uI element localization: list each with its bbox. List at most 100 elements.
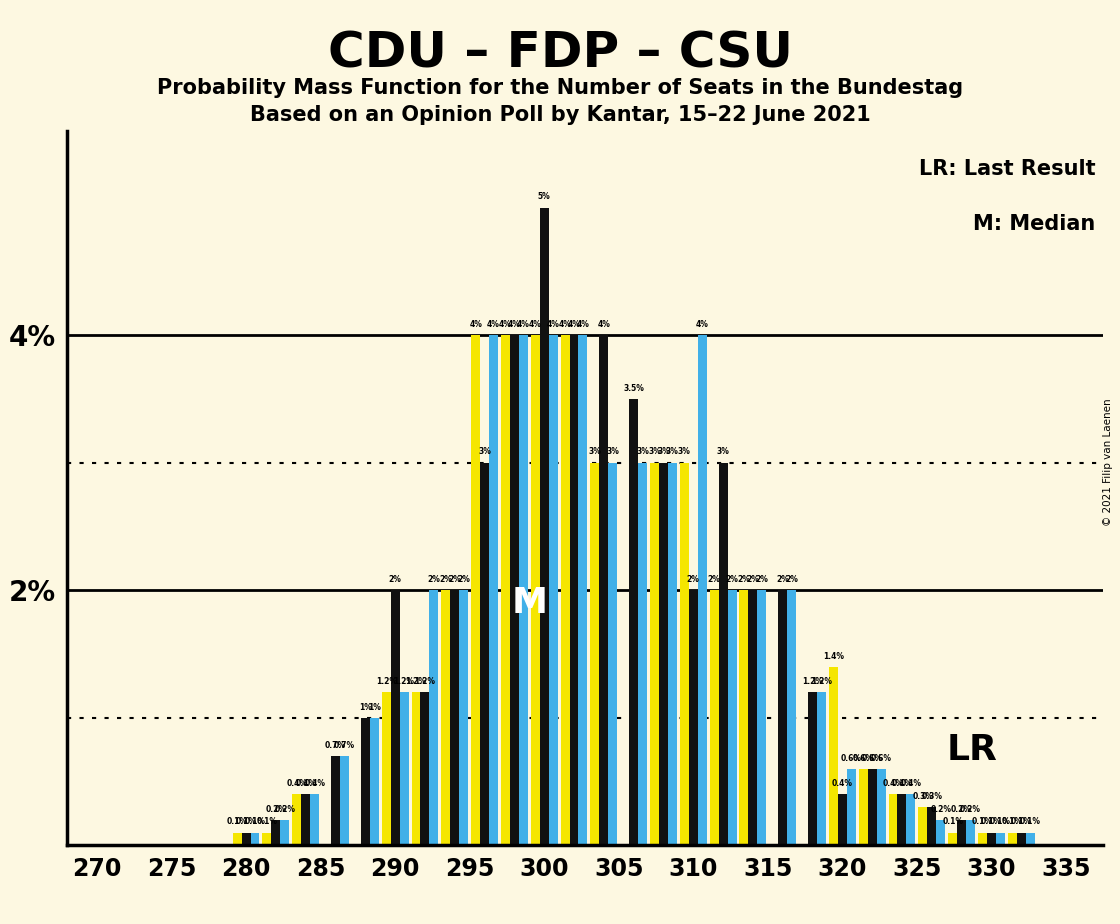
Bar: [689, 590, 698, 845]
Bar: [1026, 833, 1035, 845]
Text: 0.4%: 0.4%: [296, 779, 316, 788]
Text: 4%: 4%: [500, 320, 512, 329]
Bar: [450, 590, 459, 845]
Bar: [859, 769, 868, 845]
Bar: [590, 463, 599, 845]
Text: 0.1%: 0.1%: [226, 818, 248, 826]
Text: 1%: 1%: [358, 702, 372, 711]
Text: 4%: 4%: [559, 320, 571, 329]
Text: Probability Mass Function for the Number of Seats in the Bundestag: Probability Mass Function for the Number…: [157, 78, 963, 98]
Text: 2%: 2%: [389, 575, 402, 584]
Text: 2%: 2%: [448, 575, 461, 584]
Text: 2%: 2%: [726, 575, 738, 584]
Bar: [958, 820, 967, 845]
Text: 0.1%: 0.1%: [990, 818, 1011, 826]
Text: 0.1%: 0.1%: [256, 818, 278, 826]
Text: 3%: 3%: [657, 447, 670, 456]
Text: 0.6%: 0.6%: [841, 754, 861, 762]
Text: 2%: 2%: [785, 575, 799, 584]
Bar: [251, 833, 260, 845]
Bar: [391, 590, 400, 845]
Text: 4%: 4%: [508, 320, 521, 329]
Text: 4%: 4%: [529, 320, 542, 329]
Bar: [242, 833, 251, 845]
Text: LR: LR: [946, 733, 998, 767]
Text: 1.2%: 1.2%: [393, 677, 414, 686]
Text: M: Median: M: Median: [973, 214, 1095, 234]
Text: 0.6%: 0.6%: [852, 754, 874, 762]
Text: 4%: 4%: [469, 320, 482, 329]
Bar: [361, 718, 370, 845]
Bar: [472, 335, 480, 845]
Bar: [549, 335, 558, 845]
Bar: [629, 399, 638, 845]
Bar: [949, 833, 958, 845]
Bar: [936, 820, 945, 845]
Text: 1.2%: 1.2%: [811, 677, 832, 686]
Text: 0.3%: 0.3%: [913, 792, 933, 801]
Text: 3%: 3%: [717, 447, 729, 456]
Text: 0.3%: 0.3%: [922, 792, 942, 801]
Text: 1.2%: 1.2%: [375, 677, 396, 686]
Bar: [280, 820, 289, 845]
Bar: [829, 667, 838, 845]
Text: 4%: 4%: [568, 320, 580, 329]
Bar: [1008, 833, 1017, 845]
Bar: [579, 335, 587, 845]
Bar: [370, 718, 379, 845]
Text: 0.1%: 0.1%: [1001, 818, 1023, 826]
Bar: [271, 820, 280, 845]
Bar: [382, 692, 391, 845]
Text: 0.4%: 0.4%: [883, 779, 904, 788]
Text: 0.4%: 0.4%: [832, 779, 852, 788]
Text: © 2021 Filip van Laenen: © 2021 Filip van Laenen: [1103, 398, 1113, 526]
Text: 0.7%: 0.7%: [325, 741, 346, 749]
Bar: [441, 590, 450, 845]
Bar: [838, 795, 847, 845]
Bar: [1017, 833, 1026, 845]
Text: 0.1%: 0.1%: [942, 818, 963, 826]
Bar: [927, 808, 936, 845]
Text: 3%: 3%: [648, 447, 661, 456]
Bar: [739, 590, 748, 845]
Bar: [996, 833, 1005, 845]
Bar: [719, 463, 728, 845]
Text: 0.6%: 0.6%: [861, 754, 883, 762]
Text: 4%: 4%: [577, 320, 589, 329]
Text: 2%: 2%: [755, 575, 768, 584]
Bar: [847, 769, 856, 845]
Bar: [489, 335, 498, 845]
Text: 1.2%: 1.2%: [802, 677, 823, 686]
Text: 2%: 2%: [428, 575, 440, 584]
Bar: [301, 795, 310, 845]
Bar: [420, 692, 429, 845]
Text: 4%: 4%: [487, 320, 500, 329]
Text: 0.4%: 0.4%: [900, 779, 922, 788]
Text: 3%: 3%: [478, 447, 491, 456]
Bar: [638, 463, 647, 845]
Text: 0.1%: 0.1%: [972, 818, 993, 826]
Text: 0.4%: 0.4%: [305, 779, 325, 788]
Bar: [680, 463, 689, 845]
Text: Based on an Opinion Poll by Kantar, 15–22 June 2021: Based on an Opinion Poll by Kantar, 15–2…: [250, 105, 870, 126]
Text: 0.6%: 0.6%: [870, 754, 892, 762]
Bar: [877, 769, 886, 845]
Text: 1%: 1%: [367, 702, 381, 711]
Text: 0.2%: 0.2%: [960, 805, 981, 813]
Bar: [233, 833, 242, 845]
Text: 0.1%: 0.1%: [235, 818, 256, 826]
Bar: [400, 692, 409, 845]
Bar: [332, 756, 340, 845]
Text: 0.2%: 0.2%: [951, 805, 972, 813]
Text: 3.5%: 3.5%: [623, 383, 644, 393]
Bar: [918, 808, 927, 845]
Bar: [262, 833, 271, 845]
Bar: [897, 795, 906, 845]
Bar: [987, 833, 996, 845]
Text: 5%: 5%: [538, 192, 551, 201]
Bar: [816, 692, 825, 845]
Bar: [659, 463, 668, 845]
Bar: [978, 833, 987, 845]
Bar: [501, 335, 510, 845]
Text: 2%: 2%: [457, 575, 470, 584]
